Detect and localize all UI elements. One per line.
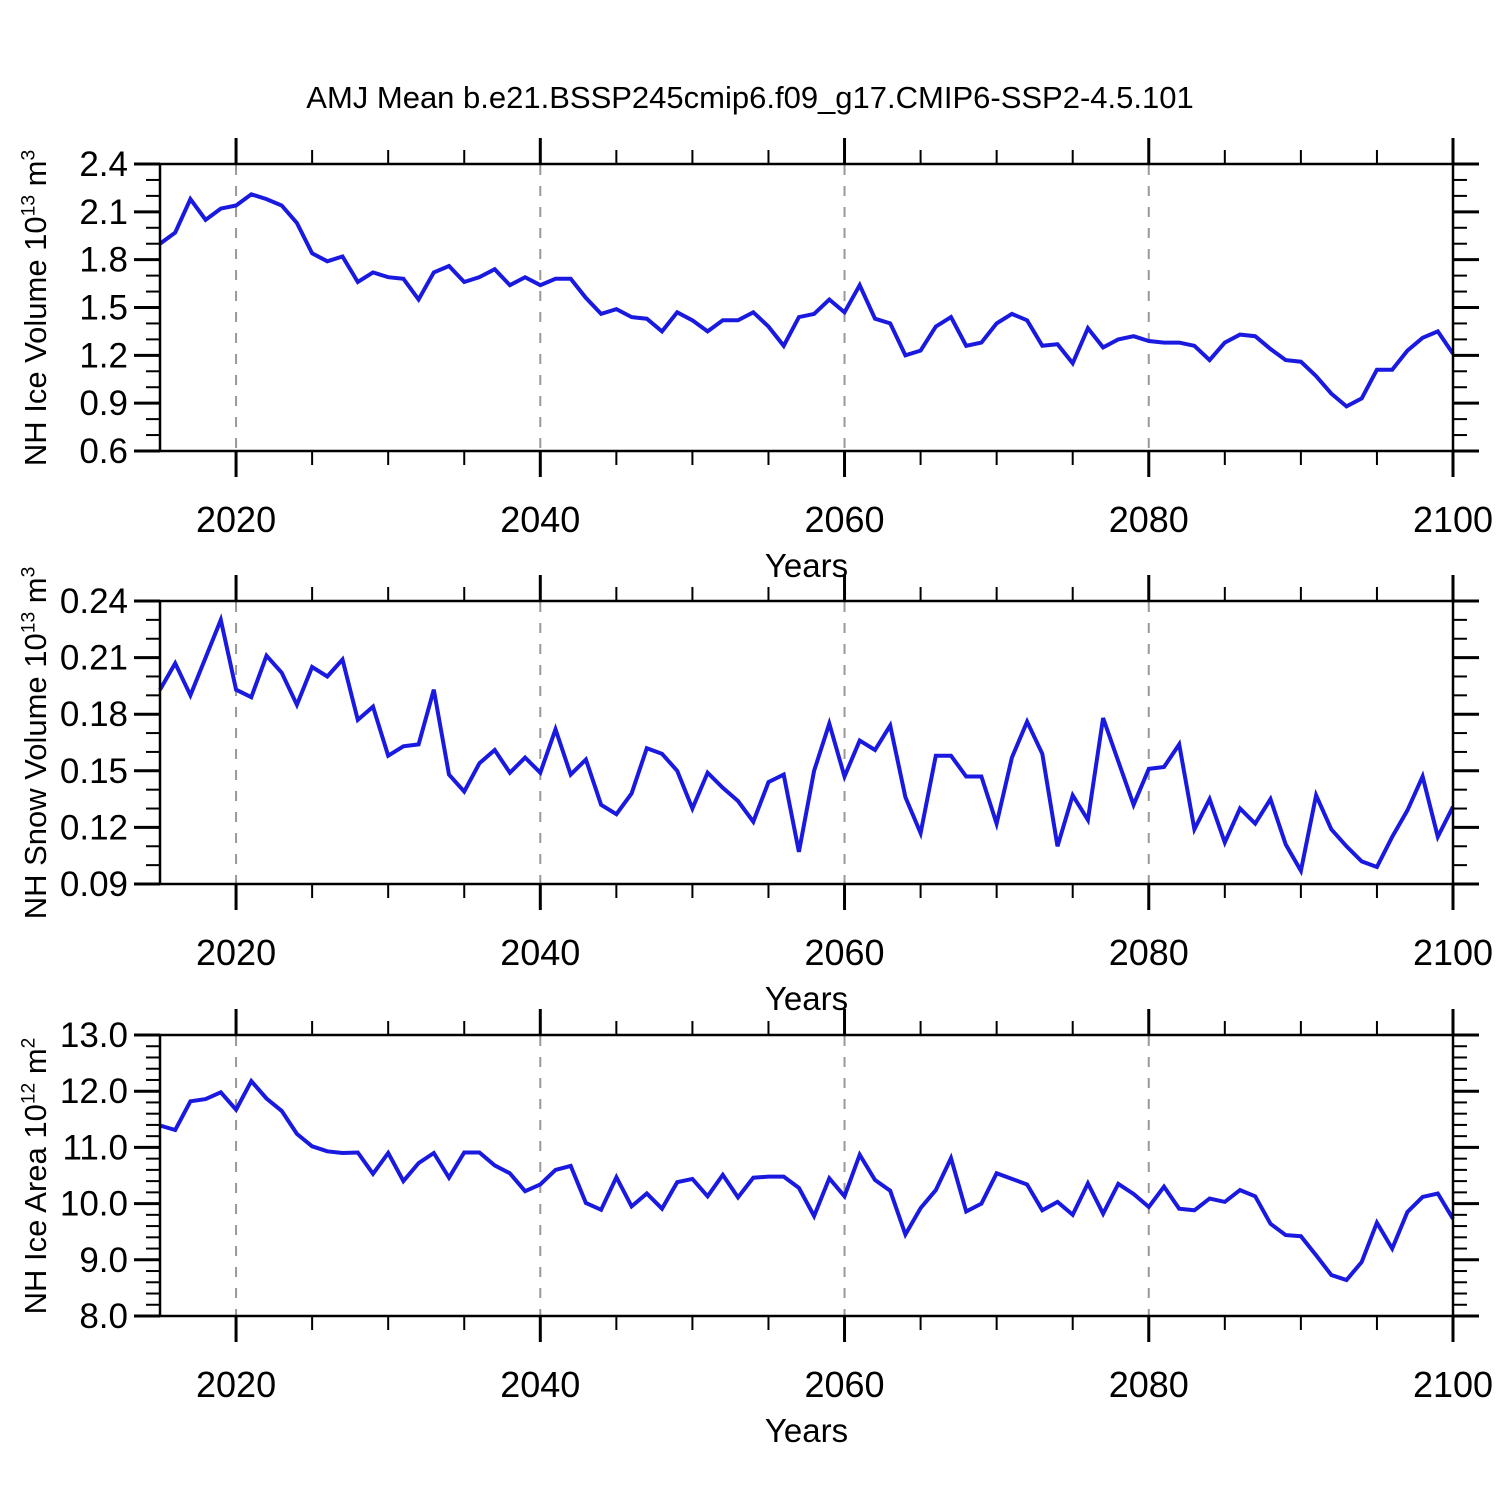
x-tick-label: 2040 (500, 499, 580, 540)
data-line (158, 613, 1455, 877)
y-tick-label: 2.4 (79, 145, 128, 184)
x-tick-label: 2020 (196, 932, 276, 973)
plot-frame (158, 599, 1455, 886)
chart-title: AMJ Mean b.e21.BSSP245cmip6.f09_g17.CMIP… (306, 80, 1194, 115)
x-tick-label: 2080 (1109, 499, 1189, 540)
x-tick-label: 2100 (1413, 1364, 1493, 1405)
x-tick-label: 2080 (1109, 932, 1189, 973)
x-tick-label: 2100 (1413, 499, 1493, 540)
x-tick-label: 2080 (1109, 1364, 1189, 1405)
y-tick-label: 11.0 (62, 1128, 128, 1167)
subplot-nh-snow-volume: 0.09 0.12 0.15 0.18 0.21 0.24 2020 2040 2060 2080… (60, 575, 1493, 1017)
x-tick-label: 2060 (804, 499, 884, 540)
y-tick-label: 9.0 (79, 1241, 128, 1280)
y-tick-label: 1.2 (79, 336, 128, 375)
x-axis-label: Years (765, 1412, 848, 1449)
y-tick-label: 0.12 (60, 808, 128, 847)
y-tick-label: 1.8 (79, 241, 128, 280)
plot-frame (158, 162, 1455, 453)
y-tick-label: 10.0 (60, 1185, 128, 1224)
y-tick-label: 0.21 (60, 639, 128, 678)
y-tick-label: 12.0 (60, 1072, 128, 1111)
y-tick-label: 0.6 (79, 432, 128, 471)
subplot-nh-ice-volume: 0.6 0.9 1.2 1.5 1.8 2.1 2.4 2020 2040 2060 2080 210… (79, 138, 1493, 584)
data-line (158, 192, 1455, 409)
y-tick-label: 0.24 (60, 582, 128, 621)
x-axis-label: Years (765, 547, 848, 584)
y-tick-label: 0.9 (79, 384, 128, 423)
y-tick-label: 0.09 (60, 865, 128, 904)
x-tick-label: 2060 (804, 1364, 884, 1405)
x-tick-label: 2020 (196, 499, 276, 540)
x-tick-label: 2040 (500, 1364, 580, 1405)
y-tick-label: 8.0 (79, 1297, 128, 1336)
data-line (159, 1077, 1455, 1283)
x-tick-label: 2060 (804, 932, 884, 973)
y-tick-label: 0.18 (60, 695, 128, 734)
x-tick-label: 2020 (196, 1364, 276, 1405)
y-tick-label: 13.0 (60, 1016, 128, 1055)
x-tick-label: 2040 (500, 932, 580, 973)
x-tick-label: 2100 (1413, 932, 1493, 973)
plot-frame (158, 1033, 1455, 1318)
x-axis-label: Years (765, 980, 848, 1017)
subplot-nh-ice-area: 8.0 9.0 10.0 11.0 12.0 13.0 2020 2040 2060 2080 21… (60, 1009, 1493, 1449)
y-tick-label: 0.15 (60, 752, 128, 791)
y-tick-label: 1.5 (79, 289, 128, 328)
y-tick-label: 2.1 (79, 193, 128, 232)
